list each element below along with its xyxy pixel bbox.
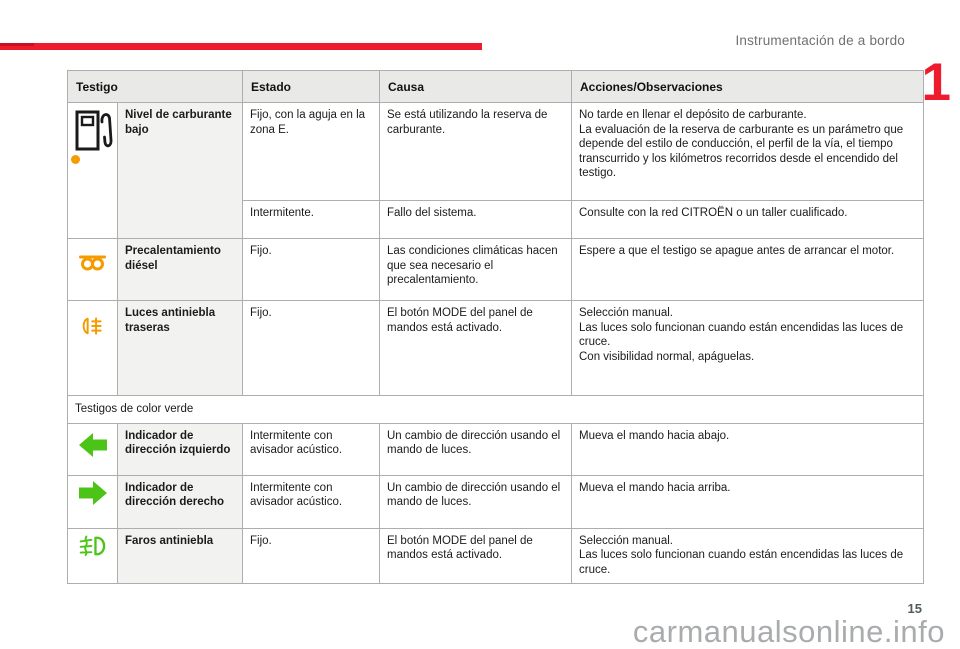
rear-fog-lights-icon (82, 317, 102, 335)
watermark-text: carmanualsonline.info (632, 614, 945, 649)
table-header-row: Testigo Estado Causa Acciones/Observacio… (67, 70, 924, 103)
acciones-line: Espere a que el testigo se apague antes … (579, 245, 895, 257)
acciones-cell: Mueva el mando hacia arriba. (571, 474, 924, 529)
table-row: Indicador de dirección derecho Intermite… (67, 474, 924, 529)
header-acciones: Acciones/Observaciones (571, 70, 924, 103)
table-row: Indicador de dirección izquierdo Intermi… (67, 422, 924, 476)
estado-cell: Fijo. (242, 238, 380, 301)
testigo-icon-cell (67, 300, 118, 396)
causa-cell: Un cambio de dirección usando el mando d… (379, 474, 572, 529)
acciones-line: Mueva el mando hacia arriba. (579, 481, 731, 494)
acciones-cell: Mueva el mando hacia abajo. (571, 422, 924, 476)
warning-lights-table: Testigo Estado Causa Acciones/Observacio… (67, 70, 924, 584)
acciones-line: No tarde en llenar el depósito de carbur… (579, 109, 807, 121)
causa-cell: Las condiciones climáticas hacen que sea… (379, 238, 572, 301)
orange-status-dot-icon (71, 155, 80, 164)
left-turn-indicator-icon (78, 432, 107, 457)
header-testigo: Testigo (67, 70, 243, 103)
testigo-label: Indicador de dirección izquierdo (117, 422, 243, 476)
causa-cell: El botón MODE del panel de mandos está a… (379, 527, 572, 584)
right-turn-indicator-icon (78, 480, 107, 505)
page-accent-bar-dark-segment (0, 43, 34, 46)
acciones-cell: Consulte con la red CITROËN o un taller … (571, 200, 924, 239)
acciones-line: Consulte con la red CITROËN o un taller … (579, 207, 848, 219)
acciones-line: Con visibilidad normal, apáguelas. (579, 350, 755, 363)
section-header: Instrumentación de a bordo (735, 33, 905, 48)
testigo-icon-cell (67, 102, 118, 239)
acciones-line: La evaluación de la reserva de carburant… (579, 123, 904, 180)
causa-cell: Se está utilizando la reserva de carbura… (379, 102, 572, 201)
estado-cell: Intermitente con avisador acústico. (242, 474, 380, 529)
header-causa: Causa (379, 70, 572, 103)
estado-cell: Intermitente con avisador acústico. (242, 422, 380, 476)
estado-cell: Intermitente. (242, 200, 380, 239)
header-estado: Estado (242, 70, 380, 103)
acciones-line: Selección manual. (579, 534, 673, 547)
acciones-line: Mueva el mando hacia abajo. (579, 429, 730, 442)
testigo-icon-cell (67, 422, 118, 476)
estado-cell: Fijo. (242, 527, 380, 584)
table-row: Luces antiniebla traseras Fijo. El botón… (67, 300, 924, 396)
testigo-label: Precalentamiento diésel (117, 238, 243, 301)
acciones-cell: Selección manual. Las luces solo funcion… (571, 300, 924, 396)
testigo-icon-cell (67, 474, 118, 529)
testigo-label: Faros antiniebla (117, 527, 243, 584)
chapter-number: 1 (921, 53, 951, 112)
acciones-cell: No tarde en llenar el depósito de carbur… (571, 102, 924, 201)
page-number: 15 (907, 601, 922, 616)
causa-cell: El botón MODE del panel de mandos está a… (379, 300, 572, 396)
acciones-cell: Selección manual. Las luces solo funcion… (571, 527, 924, 584)
acciones-line: Selección manual. (579, 307, 673, 319)
fuel-pump-icon (75, 110, 112, 151)
testigo-label: Nivel de carburante bajo (117, 102, 243, 239)
acciones-line: Las luces solo funcionan cuando están en… (579, 549, 904, 576)
glow-plug-icon (79, 255, 106, 271)
estado-cell: Fijo, con la aguja en la zona E. (242, 102, 380, 201)
estado-cell: Fijo. (242, 300, 380, 396)
section-band-row: Testigos de color verde (67, 395, 924, 424)
testigo-icon-cell (67, 238, 118, 301)
front-fog-lights-icon (79, 535, 105, 556)
table-row: Faros antiniebla Fijo. El botón MODE del… (67, 527, 924, 584)
causa-cell: Fallo del sistema. (379, 200, 572, 239)
table-row: Nivel de carburante bajo Fijo, con la ag… (67, 102, 924, 239)
section-band-label: Testigos de color verde (67, 395, 924, 424)
testigo-icon-cell (67, 527, 118, 584)
testigo-label: Luces antiniebla traseras (117, 300, 243, 396)
acciones-cell: Espere a que el testigo se apague antes … (571, 238, 924, 301)
table-row: Precalentamiento diésel Fijo. Las condic… (67, 238, 924, 301)
acciones-line: Las luces solo funcionan cuando están en… (579, 321, 904, 349)
testigo-label: Indicador de dirección derecho (117, 474, 243, 529)
page-accent-bar (0, 43, 482, 50)
causa-cell: Un cambio de dirección usando el mando d… (379, 422, 572, 476)
